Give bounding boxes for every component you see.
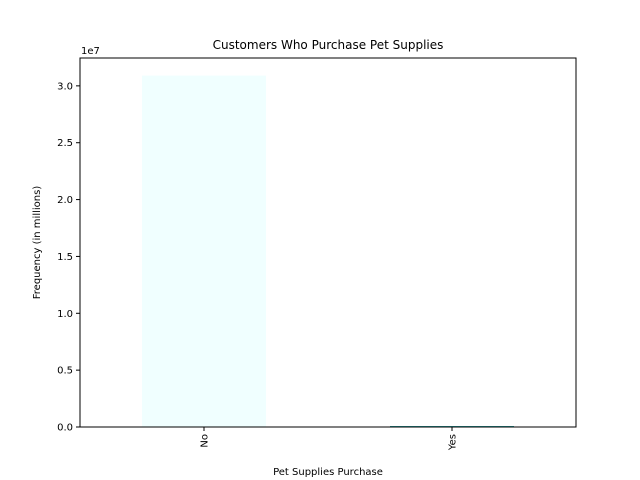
x-tick-label-no: No — [200, 434, 211, 448]
bars-group — [142, 76, 514, 427]
y-offset-label: 1e7 — [81, 46, 100, 57]
chart-title: Customers Who Purchase Pet Supplies — [213, 38, 444, 52]
x-axis-ticks: No Yes — [200, 427, 459, 451]
bar-no — [142, 76, 266, 427]
y-axis-label: Frequency (in millions) — [32, 186, 43, 300]
y-tick-label: 2.5 — [57, 138, 73, 149]
y-tick-label: 1.0 — [57, 309, 73, 320]
y-axis-ticks: 0.0 0.5 1.0 1.5 2.0 2.5 3.0 — [57, 81, 80, 433]
y-tick-label: 0.0 — [57, 423, 73, 434]
x-tick-label-yes: Yes — [448, 434, 459, 451]
y-tick-label: 1.5 — [57, 252, 73, 263]
y-tick-label: 3.0 — [57, 81, 73, 92]
y-tick-label: 0.5 — [57, 366, 73, 377]
y-tick-label: 2.0 — [57, 195, 73, 206]
x-axis-label: Pet Supplies Purchase — [273, 467, 383, 478]
